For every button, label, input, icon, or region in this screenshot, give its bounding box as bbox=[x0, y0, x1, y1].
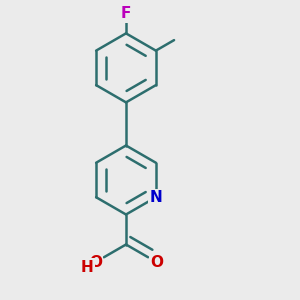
Text: N: N bbox=[149, 190, 162, 205]
Text: O: O bbox=[150, 254, 163, 269]
Text: O: O bbox=[89, 254, 102, 269]
Text: H: H bbox=[81, 260, 93, 274]
Text: F: F bbox=[121, 6, 131, 21]
